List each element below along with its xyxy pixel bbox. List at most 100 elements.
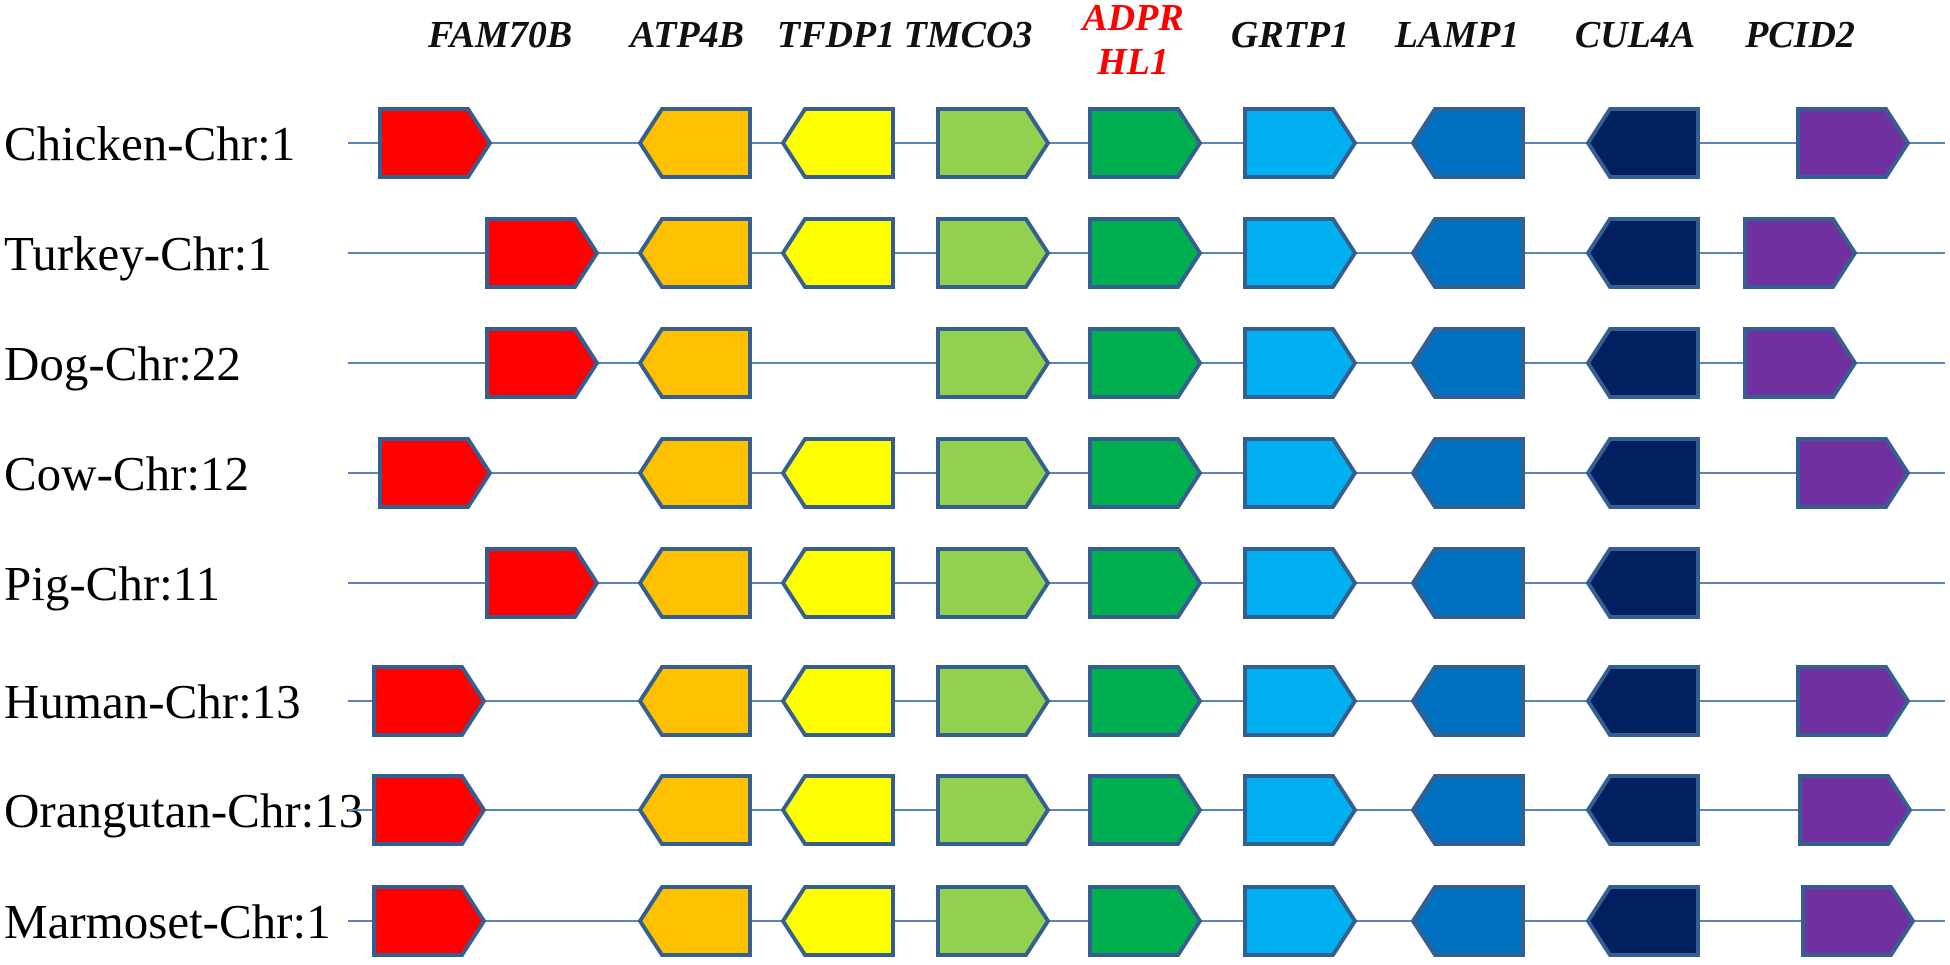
gene-block-tfdp1 [780,217,895,289]
gene-block-lamp1 [1410,665,1525,737]
gene-block-grtp1 [1243,327,1358,399]
gene-block-tmco3 [936,107,1051,179]
species-row: Orangutan-Chr:13 [4,774,1945,846]
gene-block-atp4b [637,327,752,399]
gene-header-pcid2: PCID2 [1744,14,1855,56]
gene-block-pcid2 [1743,327,1858,399]
gene-block-grtp1 [1243,665,1358,737]
gene-block-fam70b [378,437,493,509]
gene-block-lamp1 [1410,107,1525,179]
gene-block-lamp1 [1410,774,1525,846]
gene-block-atp4b [637,885,752,957]
species-label: Cow-Chr:12 [4,446,249,501]
gene-header-row: FAM70B ATP4B TFDP1 TMCO3 ADPR HL1 GRTP1 LAMP1 CU… [427,0,1855,83]
gene-block-atp4b [637,437,752,509]
gene-block-tmco3 [936,774,1051,846]
gene-block-atp4b [637,107,752,179]
gene-block-lamp1 [1410,547,1525,619]
species-label: Turkey-Chr:1 [4,226,272,281]
species-label: Dog-Chr:22 [4,336,241,391]
gene-header-line: CUL4A [1575,14,1695,56]
gene-header-adprhl1: ADPR HL1 [1080,0,1183,83]
gene-header-line: ADPR [1080,0,1183,39]
gene-block-fam70b [372,665,487,737]
gene-block-grtp1 [1243,217,1358,289]
gene-block-lamp1 [1410,437,1525,509]
gene-block-pcid2 [1796,665,1911,737]
gene-block-tfdp1 [780,547,895,619]
gene-header-line: FAM70B [427,14,572,56]
gene-block-fam70b [485,547,600,619]
gene-block-grtp1 [1243,107,1358,179]
gene-header-tfdp1: TFDP1 [777,14,895,56]
gene-block-tmco3 [936,437,1051,509]
gene-header-tmco3: TMCO3 [904,14,1033,56]
gene-block-tmco3 [936,885,1051,957]
gene-block-tmco3 [936,547,1051,619]
gene-block-tfdp1 [780,885,895,957]
gene-header-line: TFDP1 [777,14,895,56]
gene-block-tmco3 [936,665,1051,737]
gene-header-fam70b: FAM70B [427,14,572,56]
species-rows: Chicken-Chr:1 Turkey-Chr:1 Dog-Chr:22 Cow-C… [4,107,1945,957]
gene-block-adprhl1 [1088,217,1203,289]
gene-header-line: TMCO3 [904,14,1033,56]
gene-block-grtp1 [1243,547,1358,619]
gene-block-grtp1 [1243,774,1358,846]
gene-block-adprhl1 [1088,774,1203,846]
gene-block-fam70b [372,774,487,846]
species-row: Chicken-Chr:1 [4,107,1945,179]
gene-block-pcid2 [1796,437,1911,509]
gene-block-adprhl1 [1088,437,1203,509]
gene-block-atp4b [637,774,752,846]
gene-block-lamp1 [1410,885,1525,957]
species-row: Dog-Chr:22 [4,327,1945,399]
gene-header-atp4b: ATP4B [628,14,744,56]
gene-block-grtp1 [1243,885,1358,957]
gene-block-adprhl1 [1088,665,1203,737]
gene-header-line: LAMP1 [1394,14,1520,56]
gene-block-adprhl1 [1088,885,1203,957]
species-label: Pig-Chr:11 [4,556,220,611]
species-row: Turkey-Chr:1 [4,217,1945,289]
species-row: Human-Chr:13 [4,665,1945,737]
gene-block-cul4a [1585,217,1700,289]
gene-block-tfdp1 [780,437,895,509]
gene-header-line: PCID2 [1744,14,1855,56]
gene-block-lamp1 [1410,327,1525,399]
gene-block-cul4a [1585,547,1700,619]
gene-block-cul4a [1585,327,1700,399]
species-row: Cow-Chr:12 [4,437,1945,509]
gene-block-tfdp1 [780,774,895,846]
gene-block-tfdp1 [780,107,895,179]
species-label: Orangutan-Chr:13 [4,783,363,838]
species-row: Marmoset-Chr:1 [4,885,1945,957]
species-label: Marmoset-Chr:1 [4,894,331,949]
gene-header-lamp1: LAMP1 [1394,14,1520,56]
gene-block-cul4a [1585,774,1700,846]
gene-block-adprhl1 [1088,107,1203,179]
gene-block-pcid2 [1743,217,1858,289]
gene-block-cul4a [1585,107,1700,179]
gene-block-atp4b [637,547,752,619]
gene-block-pcid2 [1796,107,1911,179]
gene-block-adprhl1 [1088,547,1203,619]
gene-header-cul4a: CUL4A [1575,14,1695,56]
gene-block-atp4b [637,665,752,737]
gene-header-line: ATP4B [628,14,744,56]
species-label: Chicken-Chr:1 [4,116,295,171]
gene-block-grtp1 [1243,437,1358,509]
gene-block-fam70b [378,107,493,179]
gene-block-cul4a [1585,665,1700,737]
gene-block-fam70b [485,327,600,399]
gene-block-tmco3 [936,217,1051,289]
gene-header-line: HL1 [1096,41,1169,83]
gene-header-grtp1: GRTP1 [1231,14,1349,56]
gene-block-adprhl1 [1088,327,1203,399]
gene-block-pcid2 [1798,774,1913,846]
gene-block-fam70b [485,217,600,289]
gene-block-fam70b [372,885,487,957]
gene-block-lamp1 [1410,217,1525,289]
gene-block-tfdp1 [780,665,895,737]
